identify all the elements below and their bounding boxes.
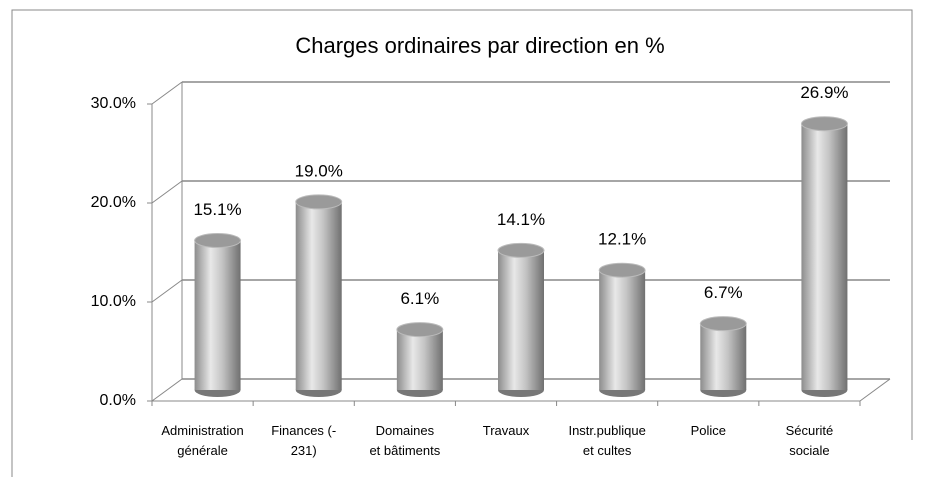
chart-title: Charges ordinaires par direction en %	[295, 33, 664, 58]
grid-diagonal	[151, 81, 183, 105]
value-label: 6.7%	[704, 283, 743, 302]
bar-top	[194, 233, 242, 249]
bar	[801, 123, 848, 390]
bar	[194, 240, 241, 390]
label-line: Instr.publique	[568, 423, 645, 438]
label-line: Finances (-	[271, 423, 336, 438]
value-label: 14.1%	[497, 210, 545, 229]
label-line: Police	[691, 423, 726, 438]
bar-top	[598, 262, 646, 278]
x-tick-label: Domaines et bâtiments	[369, 423, 440, 458]
label-line: générale	[177, 443, 228, 458]
x-tick-label: Instr.publique et cultes	[568, 423, 645, 458]
label-line: Travaux	[483, 423, 530, 438]
bar	[295, 201, 342, 390]
value-label: 6.1%	[400, 289, 439, 308]
label-line: sociale	[789, 443, 829, 458]
floor-right	[859, 378, 891, 402]
grid-diagonal	[151, 378, 183, 402]
bar-top	[800, 116, 848, 132]
value-label: 15.1%	[193, 200, 241, 219]
x-tick-label: Administration générale	[161, 423, 243, 458]
bar	[498, 250, 544, 390]
bar	[396, 329, 443, 390]
value-label: 26.9%	[800, 83, 848, 102]
grid-diagonal	[151, 279, 183, 303]
value-label: 19.0%	[295, 161, 343, 180]
bar-top	[497, 242, 545, 258]
bar-top	[396, 322, 444, 338]
y-tick-label: 10.0%	[91, 293, 136, 310]
label-line: Administration	[161, 423, 243, 438]
value-label: 12.1%	[598, 230, 646, 249]
y-tick-label: 0.0%	[100, 392, 136, 409]
label-line: Domaines	[376, 423, 435, 438]
bar-top	[699, 316, 747, 332]
x-tick-label: Sécurité sociale	[786, 423, 834, 458]
bar	[599, 270, 646, 390]
grid-diagonal	[151, 180, 183, 204]
y-tick-label: 30.0%	[91, 95, 136, 112]
label-line: Sécurité	[786, 423, 834, 438]
bar-top	[295, 194, 343, 210]
label-line: et cultes	[583, 443, 632, 458]
bar	[700, 323, 747, 390]
x-tick-label: Police	[691, 423, 726, 438]
label-line: 231)	[291, 443, 317, 458]
label-line: et bâtiments	[369, 443, 440, 458]
x-tick-label: Travaux	[483, 423, 530, 438]
x-tick-label: Finances (- 231)	[271, 423, 336, 458]
y-tick-label: 20.0%	[91, 194, 136, 211]
chart-border	[11, 9, 913, 477]
